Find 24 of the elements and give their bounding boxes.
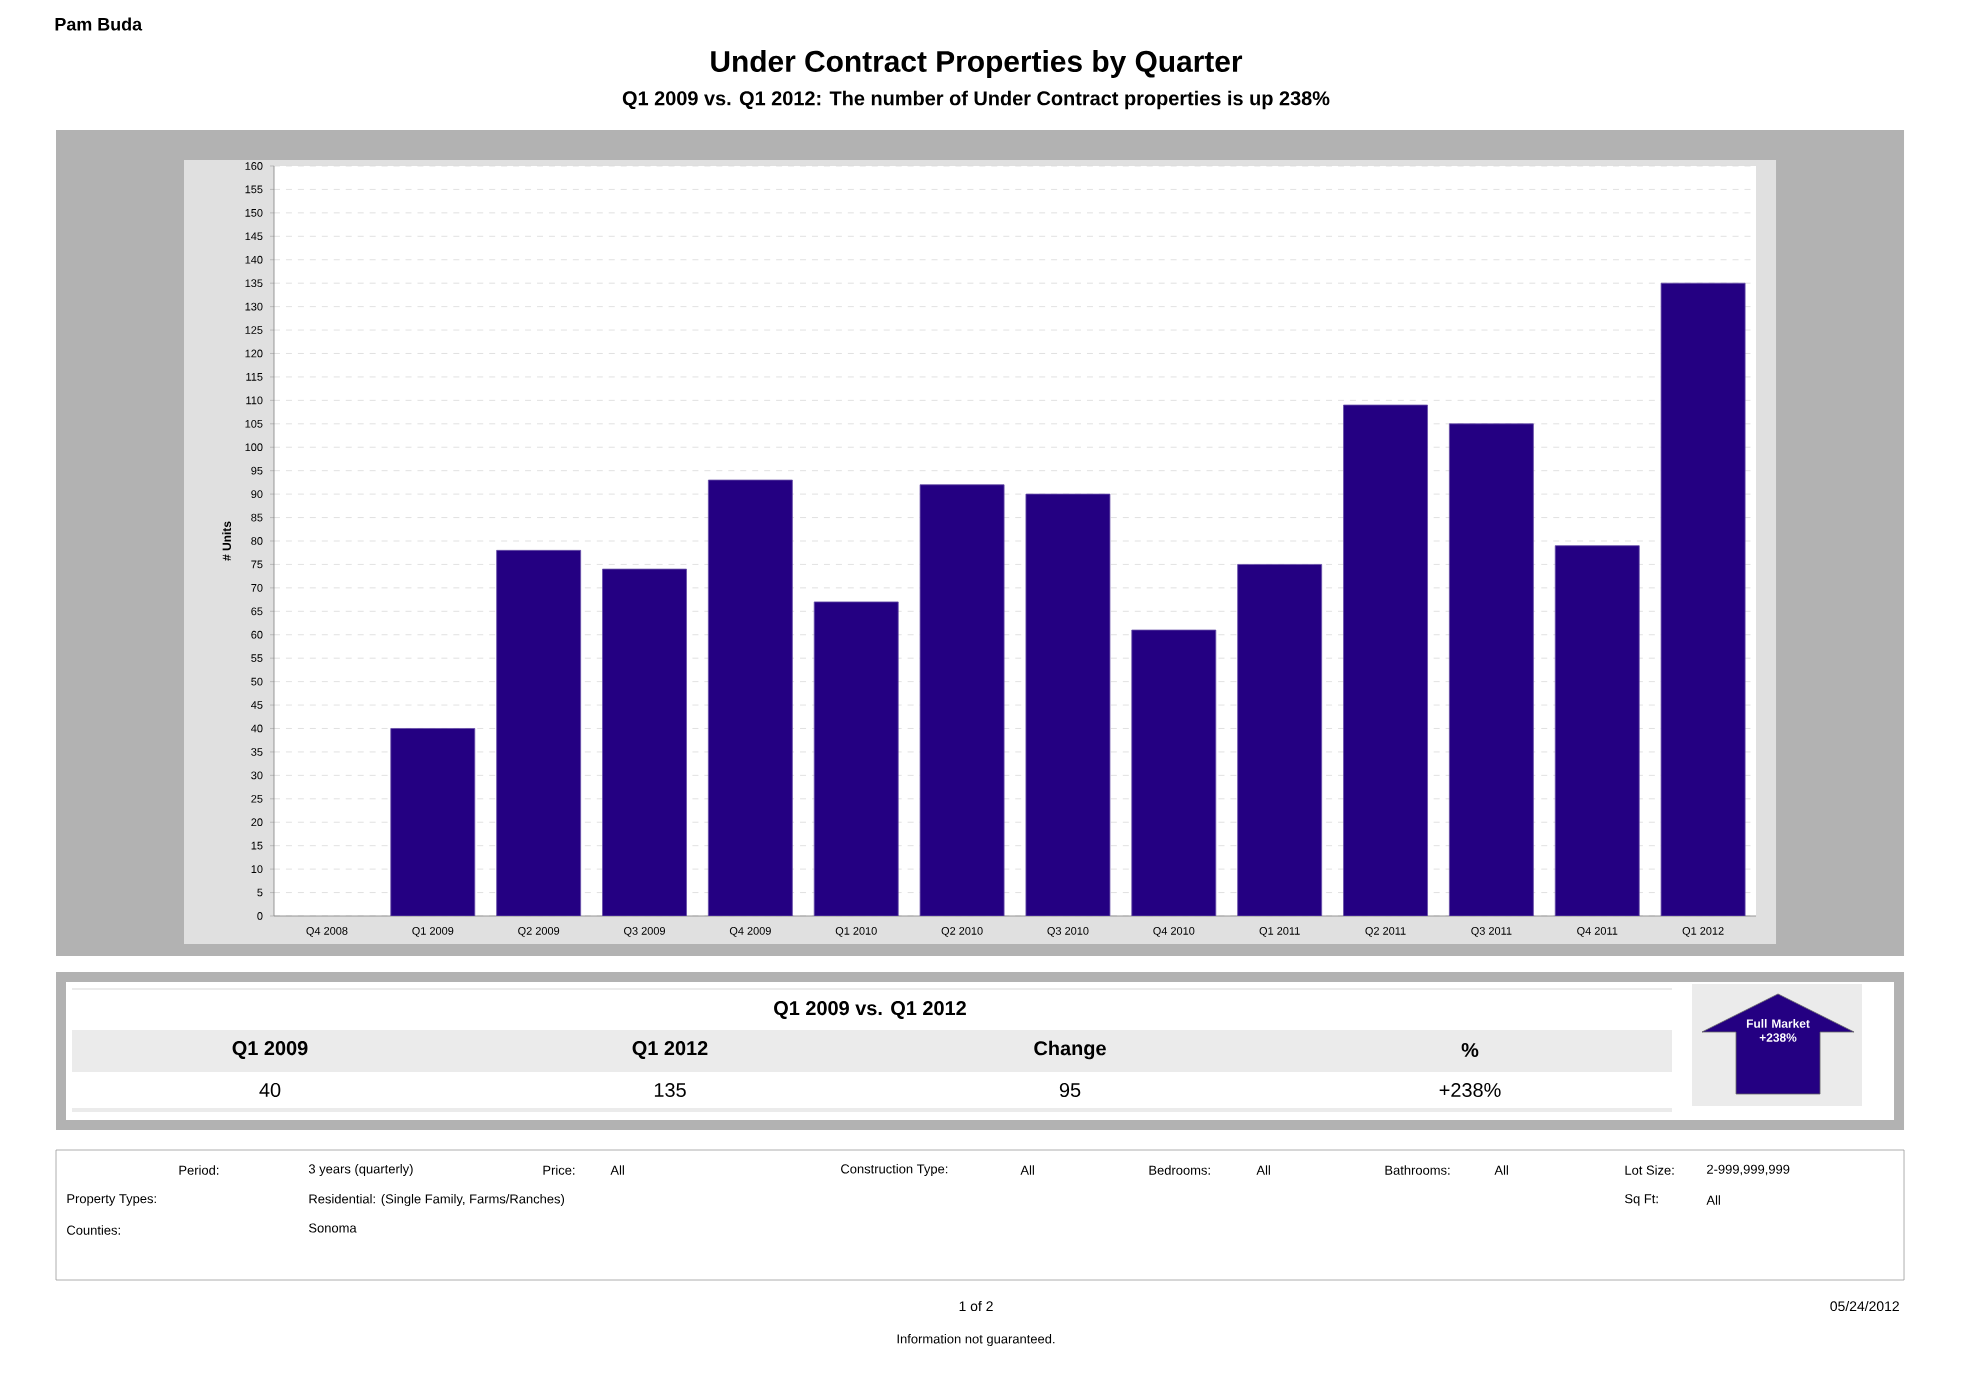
text: 95: [1059, 1082, 1081, 1098]
text: Q1 2009: [232, 1041, 308, 1059]
bar: [1237, 564, 1323, 916]
bar: [1660, 282, 1746, 916]
bar: [1025, 493, 1111, 916]
text: +238%: [1439, 1082, 1501, 1098]
text: Change: [1034, 1040, 1106, 1060]
bar: [1448, 423, 1534, 916]
bar: [390, 728, 476, 916]
chart-subtitle: Q1 2009 vs. Q1 2012: The number of Under Contract properties is up 238%: [622, 90, 1330, 110]
text: Q1 2009 vs. Q1 2012: [774, 1001, 966, 1019]
chart-title: Under Contract Properties by Quarter: [711, 50, 1243, 78]
text: %: [1461, 1042, 1479, 1058]
text: 135: [654, 1082, 686, 1098]
text: Pam Buda: [55, 17, 143, 31]
bar: [1131, 629, 1217, 916]
bar: [496, 549, 582, 916]
bar: [919, 484, 1005, 916]
text: Q1 2012: [632, 1041, 708, 1059]
bar: [813, 601, 899, 916]
bar: [1554, 545, 1640, 916]
bar: [602, 568, 687, 916]
bar: [707, 479, 793, 916]
bar: [1343, 404, 1428, 916]
